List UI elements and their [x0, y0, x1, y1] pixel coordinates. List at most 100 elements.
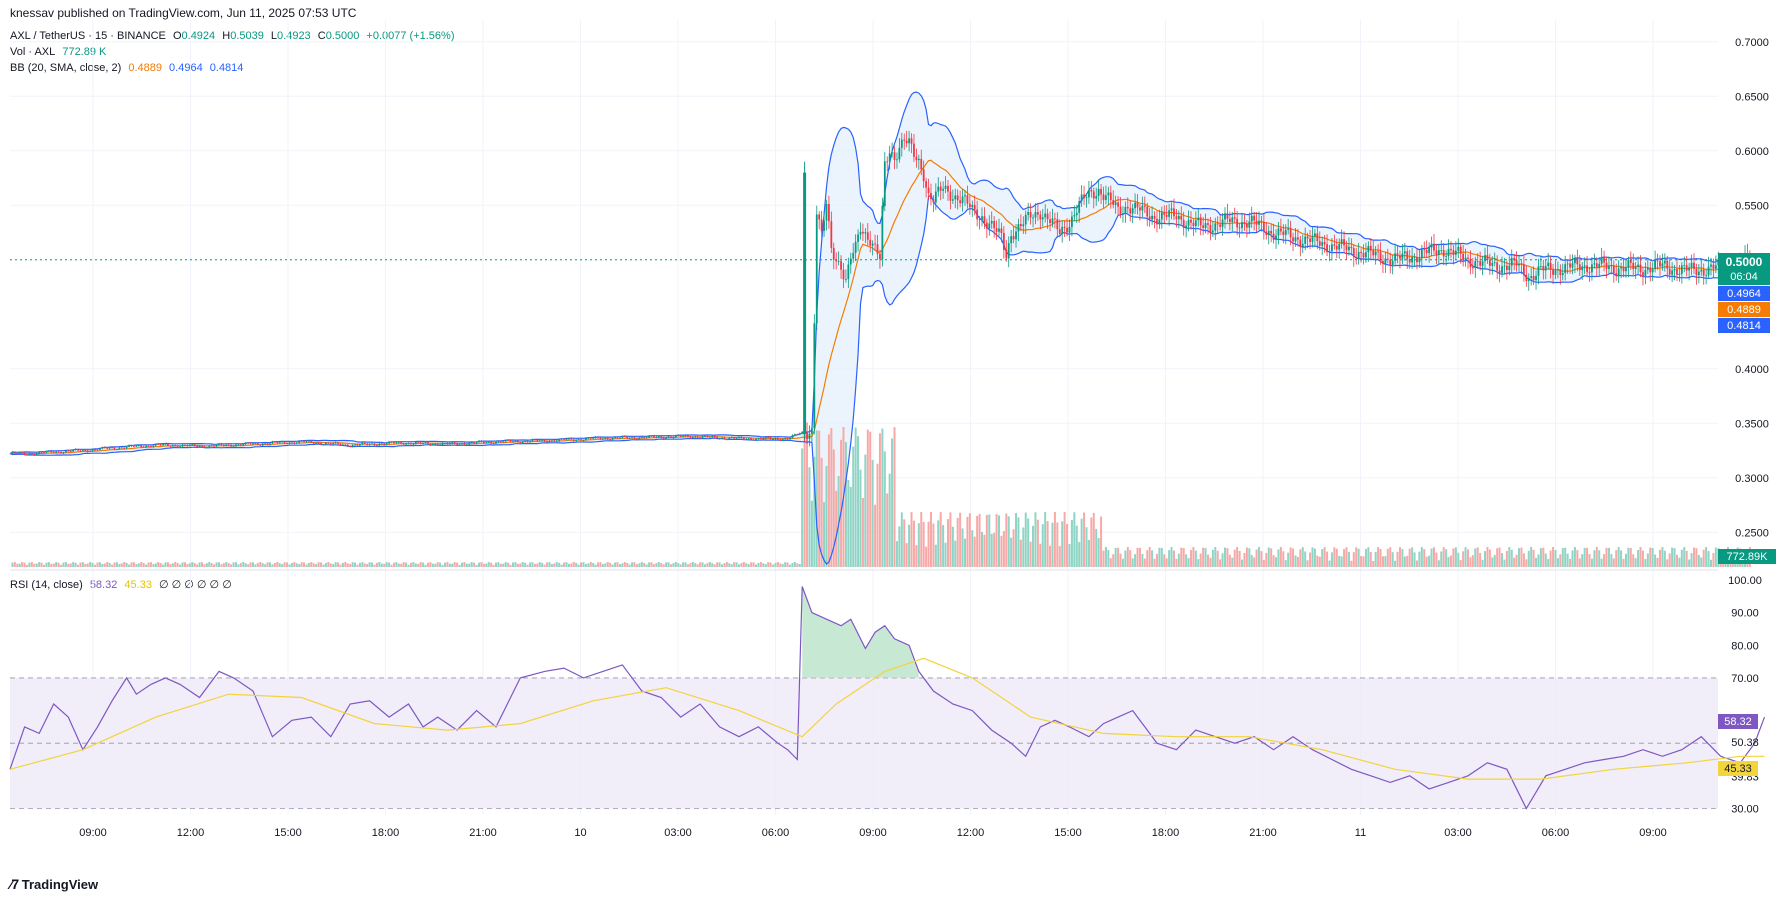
volume-bar — [346, 563, 349, 567]
candle-body — [913, 143, 915, 157]
candle-body — [1024, 214, 1027, 225]
volume-bar — [200, 562, 203, 567]
volume-bar — [400, 563, 403, 567]
volume-bar — [96, 562, 99, 567]
volume-bar — [516, 563, 519, 567]
volume-bar — [908, 524, 911, 567]
candle-body — [1598, 263, 1601, 268]
candle-body — [891, 152, 893, 154]
volume-bar — [1554, 549, 1557, 567]
candle-body — [825, 204, 828, 221]
candle-body — [1515, 260, 1518, 266]
candle-body — [835, 259, 838, 262]
candle-body — [273, 441, 276, 443]
volume-bar — [1678, 557, 1681, 567]
volume-bar — [563, 562, 566, 567]
candle-body — [1097, 188, 1100, 197]
volume-bar — [295, 563, 298, 567]
candle-body — [1656, 260, 1659, 262]
volume-bar — [793, 562, 796, 567]
volume-bar — [1493, 554, 1496, 567]
candle-body — [791, 435, 794, 438]
price-axis[interactable]: 0.7000 0.6500 0.6000 0.5500 0.4000 0.3500 0.30… — [1735, 37, 1769, 540]
volume-bar — [1136, 547, 1139, 567]
volume-bar — [1199, 553, 1202, 567]
candle-body — [157, 443, 160, 445]
volume-bar — [1051, 522, 1054, 567]
volume-bar — [264, 564, 267, 567]
candle-body — [1542, 266, 1545, 271]
candle-body — [840, 261, 842, 270]
volume-bar — [1262, 559, 1265, 567]
candle-body — [655, 436, 658, 438]
volume-bar — [473, 562, 476, 567]
candle-body — [1377, 251, 1379, 253]
volume-bar — [135, 564, 138, 567]
candle-body — [1646, 267, 1649, 270]
rsi-legend[interactable]: RSI (14, close) 58.32 45.33 ∅ ∅ ∅ ∅ ∅ ∅ — [10, 578, 236, 591]
volume-bar — [599, 562, 602, 567]
volume-bar — [643, 563, 646, 567]
volume-bar — [1442, 547, 1445, 567]
candle-body — [971, 204, 974, 208]
candle-body — [1437, 250, 1440, 255]
volume-bar — [762, 563, 765, 567]
candle-body — [694, 436, 697, 438]
volume-legend[interactable]: Vol · AXL 772.89 K — [10, 46, 110, 58]
volume-bar — [487, 562, 490, 567]
price-legend[interactable]: AXL / TetherUS · 15 · BINANCE O0.4924 H0… — [10, 30, 459, 42]
volume-bar — [1501, 553, 1504, 567]
volume-bar — [633, 562, 636, 567]
candle-body — [915, 156, 918, 161]
candle-body — [1639, 264, 1642, 273]
volume-bar — [747, 564, 750, 567]
volume-bar — [1172, 550, 1175, 567]
candle-body — [1547, 262, 1550, 267]
volume-bar — [1666, 559, 1669, 567]
candle-body — [769, 437, 772, 439]
symbol-label: AXL / TetherUS · 15 · BINANCE — [10, 30, 166, 42]
volume-bar — [1146, 550, 1149, 567]
volume-bar — [601, 564, 604, 567]
candle-body — [665, 437, 667, 439]
volume-bar — [555, 562, 558, 567]
volume-bar — [1389, 547, 1392, 567]
volume-bar — [565, 562, 568, 567]
candle-body — [1428, 247, 1431, 254]
volume-bar — [759, 562, 762, 567]
candle-body — [504, 439, 507, 442]
candle-body — [1418, 258, 1421, 263]
volume-bar — [1702, 549, 1705, 567]
candle-body — [86, 450, 89, 452]
bb-upper-line — [9, 91, 1750, 455]
tradingview-logo[interactable]: ⁄7 TradingView — [10, 876, 98, 892]
candle-body — [1627, 260, 1630, 268]
bb-basis-line — [9, 159, 1750, 455]
candle-body — [643, 437, 646, 438]
candle-body — [164, 444, 167, 445]
volume-bar — [720, 564, 723, 567]
volume-bar — [213, 564, 216, 567]
candle-body — [832, 247, 835, 260]
time-tick-label: 06:00 — [1542, 827, 1570, 839]
candle-body — [1083, 194, 1085, 198]
volume-bar — [827, 434, 830, 567]
candle-body — [519, 442, 522, 444]
candle-body — [558, 439, 561, 441]
candle-body — [390, 441, 393, 443]
volume-bar — [21, 562, 24, 567]
volume-bar — [905, 543, 908, 567]
candle-body — [1372, 250, 1375, 256]
time-axis[interactable]: 09:00 12:00 15:00 18:00 21:00 10 03:00 06:00 09:… — [79, 827, 1667, 839]
candle-body — [798, 433, 801, 435]
volume-bar — [269, 562, 272, 567]
volume-bar — [1362, 556, 1365, 567]
candle-body — [1262, 221, 1265, 232]
volume-bar — [26, 564, 29, 567]
volume-bar — [1680, 549, 1683, 567]
volume-bar — [409, 562, 412, 567]
volume-bar — [973, 536, 976, 567]
volume-bar — [604, 563, 607, 567]
